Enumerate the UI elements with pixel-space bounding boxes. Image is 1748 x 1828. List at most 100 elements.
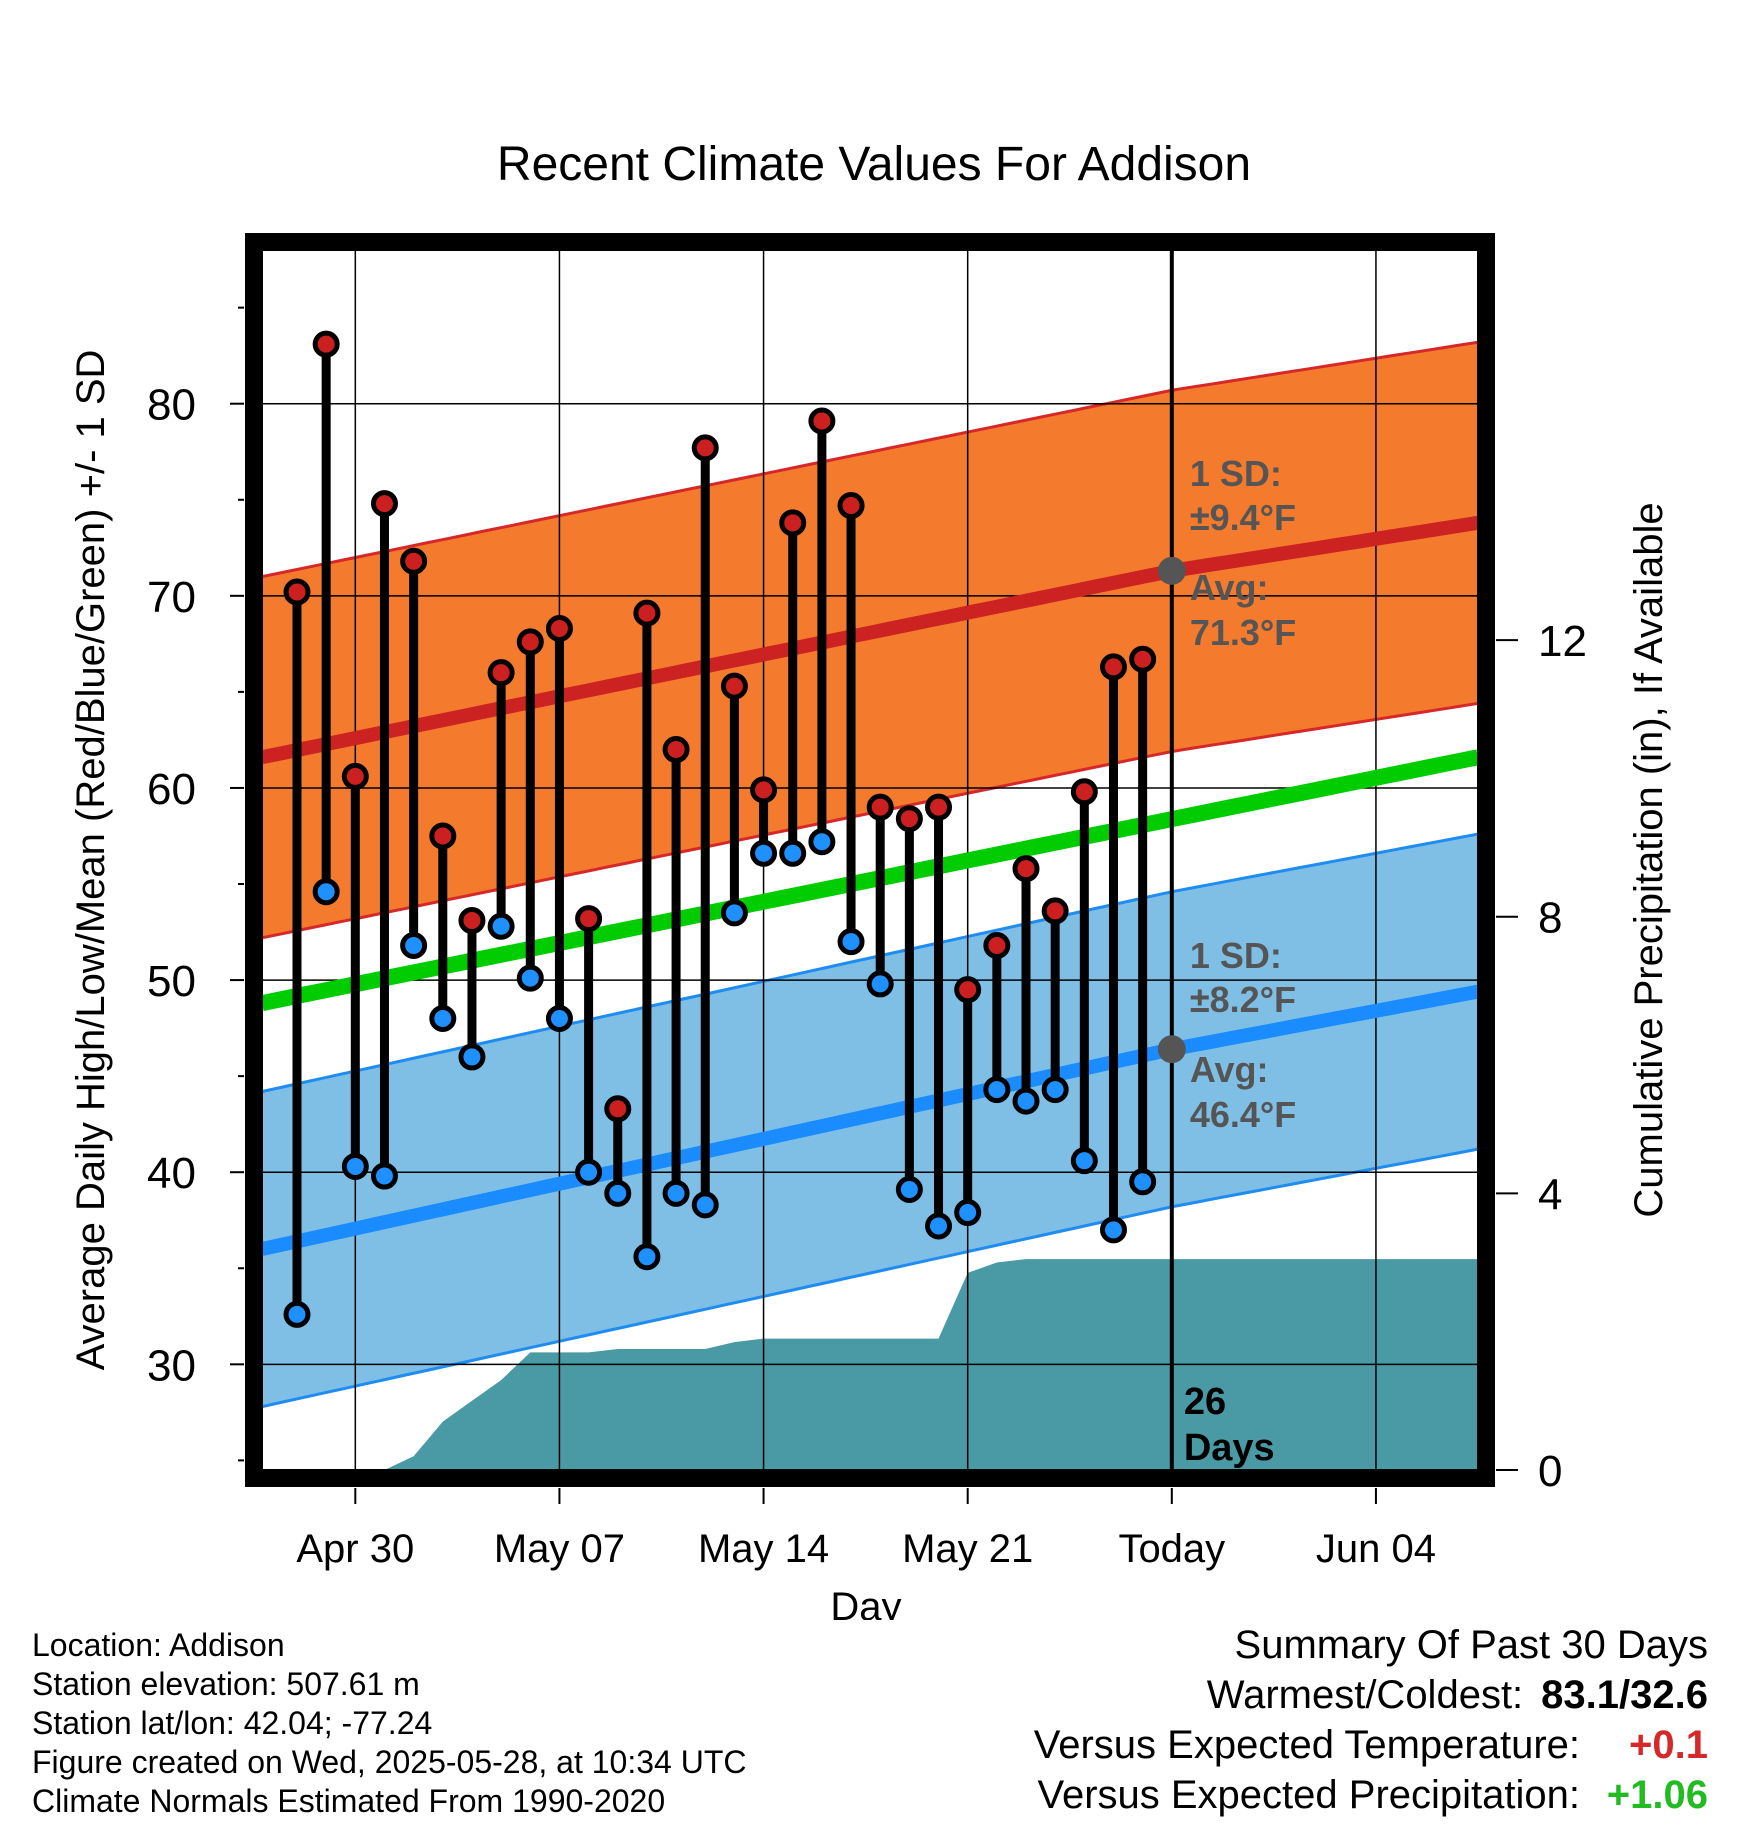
daily-high-point [1129,645,1157,673]
x-tick-label: May 14 [698,1527,829,1571]
low-avg-label: Avg: [1190,1049,1269,1090]
daily-high-point [691,434,719,462]
daily-high-point [429,822,457,850]
daily-low-point [341,1152,369,1180]
daily-high-point [925,793,953,821]
daily-low-point [808,828,836,856]
daily-low-point [720,899,748,927]
station-info: Location: Addison Station elevation: 507… [32,1626,746,1821]
daily-high-point [633,599,661,627]
precip-label: Versus Expected Precipitation: [1037,1773,1580,1817]
normals-text: Climate Normals Estimated From 1990-2020 [32,1783,666,1819]
high-sd-value: ±9.4°F [1190,497,1296,538]
chart-title: Recent Climate Values For Addison [497,138,1251,191]
normal-high-avg-line [262,515,1478,765]
daily-high-point [370,490,398,518]
daily-low-point [545,1005,573,1033]
daily-low-point [1041,1076,1069,1104]
low-avg-value: 46.4°F [1190,1094,1296,1135]
daily-low-point [400,931,428,959]
daily-low-point [312,878,340,906]
daily-low-point [283,1300,311,1328]
daily-low-point [604,1179,632,1207]
daily-low-point [370,1162,398,1190]
y2-tick-label: 8 [1538,894,1562,943]
high-band [262,342,1478,938]
y2-tick-label: 0 [1538,1447,1562,1496]
daily-high-point [1099,653,1127,681]
days-unit-label: Days [1184,1427,1275,1469]
daily-low-point [575,1158,603,1186]
x-tick-label: Jun 04 [1316,1527,1436,1571]
normal-low-avg-line [262,984,1478,1256]
created-text: Figure created on Wed, 2025-05-28, at 10… [32,1744,747,1780]
precip-value: +1.06 [1606,1773,1708,1817]
summary-panel: Summary Of Past 30 Days Warmest/Coldest:… [1034,1620,1708,1820]
y-tick-label: 70 [147,573,196,622]
daily-low-point [487,912,515,940]
daily-low-point [837,928,865,956]
daily-high-point [487,659,515,687]
high-sd-label: 1 SD: [1190,453,1282,494]
y-tick-label: 60 [147,765,196,814]
daily-high-point [516,628,544,656]
daily-low-point [983,1076,1011,1104]
daily-high-point [1041,897,1069,925]
daily-low-point [1012,1087,1040,1115]
daily-high-point [575,905,603,933]
y-tick-label: 80 [147,381,196,430]
warm-cold-value: 83.1/32.6 [1541,1673,1708,1717]
daily-low-point [750,839,778,867]
y-tick-label: 50 [147,957,196,1006]
y2-tick-label: 4 [1538,1170,1562,1219]
today-high-avg-marker [1157,556,1186,585]
daily-low-point [516,964,544,992]
temp-value: +0.1 [1629,1723,1708,1767]
daily-low-point [458,1043,486,1071]
high-avg-label: Avg: [1190,567,1269,608]
x-axis-title: Day [830,1585,901,1620]
today-low-avg-marker [1157,1035,1186,1064]
elevation-text: Station elevation: 507.61 m [32,1666,420,1702]
daily-high-point [808,407,836,435]
x-tick-label: May 21 [902,1527,1033,1571]
y2-axis-title: Cumulative Precipitation (in), If Availa… [1627,502,1671,1217]
summary-precip: Versus Expected Precipitation: +1.06 [1034,1770,1708,1820]
daily-low-point [1099,1216,1127,1244]
low-band-lower-edge [262,1147,1478,1409]
latlon-text: Station lat/lon: 42.04; -77.24 [32,1705,433,1741]
daily-high-point [545,614,573,642]
normal-mean-line [262,749,1478,1011]
daily-low-point [925,1212,953,1240]
daily-low-point [633,1243,661,1271]
y-axis-title: Average Daily High/Low/Mean (Red/Blue/Gr… [69,350,113,1371]
daily-high-point [341,762,369,790]
daily-low-point [429,1005,457,1033]
x-tick-label: Today [1118,1527,1225,1571]
daily-high-point [895,805,923,833]
daily-high-point [283,578,311,606]
daily-high-point [779,509,807,537]
daily-high-point [750,776,778,804]
low-sd-label: 1 SD: [1190,935,1282,976]
temp-label: Versus Expected Temperature: [1033,1723,1580,1767]
y-tick-label: 40 [147,1149,196,1198]
daily-high-point [1012,855,1040,883]
summary-temp: Versus Expected Temperature: +0.1 [1034,1720,1708,1770]
high-band-upper-edge [262,340,1478,579]
warm-cold-label: Warmest/Coldest: [1206,1673,1524,1717]
daily-high-point [400,547,428,575]
x-tick-label: Apr 30 [296,1527,414,1571]
daily-low-point [1129,1168,1157,1196]
daily-low-point [954,1199,982,1227]
climate-chart: Recent Climate Values For Addison 1 SD:±… [69,138,1671,1620]
low-sd-value: ±8.2°F [1190,979,1296,1020]
daily-low-point [895,1175,923,1203]
daily-low-point [866,970,894,998]
daily-high-point [866,793,894,821]
daily-high-point [604,1095,632,1123]
summary-warm-cold: Warmest/Coldest: 83.1/32.6 [1034,1670,1708,1720]
daily-low-point [662,1179,690,1207]
daily-low-point [779,839,807,867]
daily-high-point [837,492,865,520]
